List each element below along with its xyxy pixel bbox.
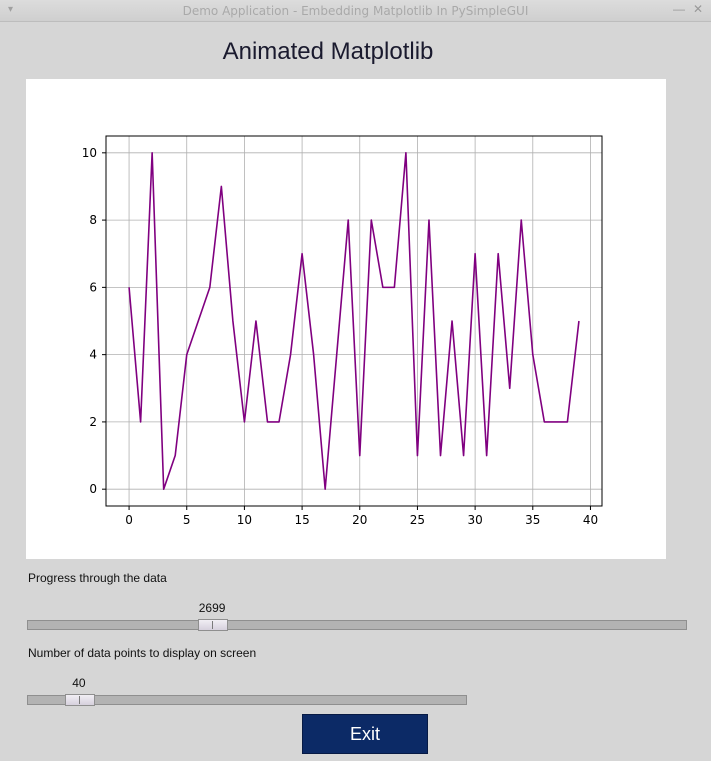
y-tick-label: 2 bbox=[89, 415, 97, 429]
x-tick-label: 0 bbox=[125, 513, 133, 527]
points-label: Number of data points to display on scre… bbox=[28, 646, 257, 660]
y-tick-label: 6 bbox=[89, 280, 97, 294]
x-tick-label: 30 bbox=[467, 513, 482, 527]
plot-axes-frame bbox=[105, 135, 603, 507]
points-slider-value: 40 bbox=[72, 676, 86, 690]
window-title: Demo Application - Embedding Matplotlib … bbox=[182, 4, 529, 18]
x-tick-label: 25 bbox=[410, 513, 425, 527]
points-slider-handle[interactable] bbox=[64, 694, 95, 706]
x-tick-label: 5 bbox=[183, 513, 191, 527]
page-title: Animated Matplotlib bbox=[222, 38, 434, 65]
y-tick-label: 10 bbox=[82, 146, 97, 160]
y-tick-label: 0 bbox=[89, 482, 97, 496]
progress-slider-handle[interactable] bbox=[198, 619, 229, 631]
points-slider[interactable] bbox=[27, 694, 467, 706]
exit-button[interactable]: Exit bbox=[302, 714, 428, 754]
window-titlebar[interactable]: ▾ Demo Application - Embedding Matplotli… bbox=[0, 0, 711, 22]
plot-canvas: 0 5 10 15 20 25 30 35 40 0 2 4 6 8 10 bbox=[26, 79, 666, 559]
x-tick-label: 15 bbox=[294, 513, 309, 527]
data-series-line bbox=[128, 152, 580, 490]
line-chart: 0 5 10 15 20 25 30 35 40 0 2 4 6 8 10 bbox=[82, 135, 603, 527]
minimize-icon[interactable]: — bbox=[673, 2, 685, 16]
x-tick-label: 20 bbox=[352, 513, 367, 527]
close-icon[interactable]: ✕ bbox=[692, 2, 703, 16]
y-tick-label: 4 bbox=[89, 348, 97, 362]
progress-slider[interactable] bbox=[27, 619, 687, 631]
progress-label: Progress through the data bbox=[28, 571, 167, 585]
window-menu-icon[interactable]: ▾ bbox=[8, 4, 14, 15]
x-tick-label: 10 bbox=[237, 513, 252, 527]
progress-slider-value: 2699 bbox=[198, 601, 226, 615]
x-tick-label: 35 bbox=[525, 513, 540, 527]
x-tick-label: 40 bbox=[583, 513, 598, 527]
y-tick-label: 8 bbox=[89, 213, 97, 227]
